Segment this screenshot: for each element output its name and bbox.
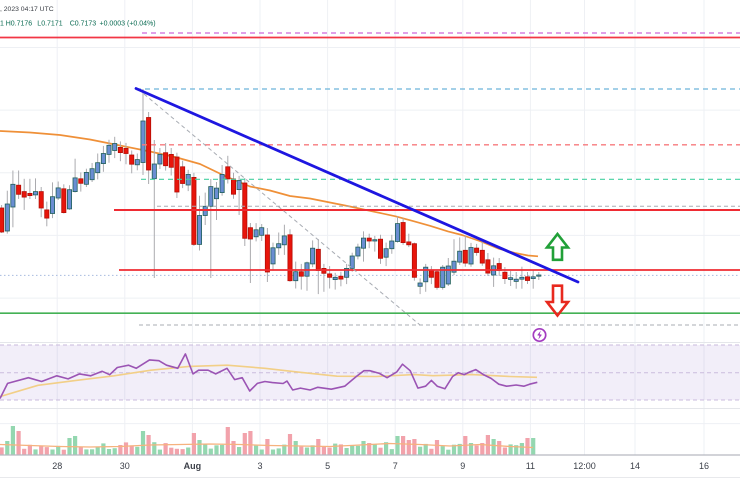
svg-text:9: 9: [460, 461, 465, 471]
svg-text:3: 3: [257, 461, 262, 471]
svg-text:11: 11: [526, 461, 535, 471]
svg-text:14: 14: [630, 461, 640, 471]
svg-text:28: 28: [52, 461, 62, 471]
svg-text:5: 5: [325, 461, 330, 471]
svg-text:12:00: 12:00: [573, 461, 596, 471]
svg-text:7: 7: [393, 461, 398, 471]
svg-text:Aug: Aug: [184, 461, 202, 471]
svg-text:16: 16: [699, 461, 709, 471]
svg-text:, 2023 04:17 UTC: , 2023 04:17 UTC: [0, 6, 54, 13]
svg-text:30: 30: [120, 461, 130, 471]
